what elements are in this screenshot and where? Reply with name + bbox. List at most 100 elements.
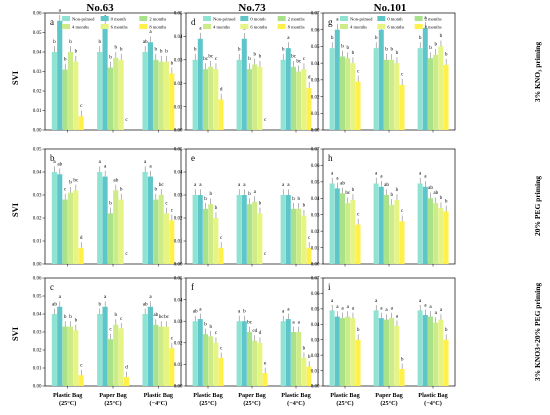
bar-4-months [67,326,73,386]
category-label: Paper Bag [375,392,403,399]
bar-6-months [350,63,356,131]
legend-swatch [62,24,70,29]
significance-letter: a [424,174,427,180]
significance-letter: a [287,35,290,41]
y-tick-label: 0.04 [33,171,42,176]
significance-letter: b [204,196,207,202]
bar-non-primed [51,172,57,264]
bar-non-primed [192,59,198,130]
significance-letter: b [215,205,218,211]
significance-letter: b [64,314,67,320]
bar-non-primed [192,321,198,386]
significance-letter: a [282,182,285,188]
significance-letter: a [149,29,152,35]
y-tick-label: 0.06 [311,164,320,169]
significance-letter: a [424,302,427,308]
bar-6-months [438,208,444,264]
significance-letter: c [215,56,218,62]
bar-0-month [197,319,203,386]
legend-entry: 6 months [387,24,404,29]
y-tick-label: 0.05 [33,31,42,36]
bar-6-months [438,46,444,130]
legend-entry: Non-primed [72,16,95,21]
bar-non-primed [329,48,335,130]
panel-letter: c [50,282,54,292]
significance-letter: c [171,336,174,342]
category-label: (−4°C) [424,400,442,407]
significance-letter: c [80,363,83,369]
panel-letter: b [50,153,55,163]
bar-2-months [290,66,296,130]
y-tick-label: 0.04 [311,62,320,67]
significance-letter: a [336,304,339,310]
significance-letter: bc [159,314,165,320]
significance-letter: a [429,304,432,310]
y-tick-label: 0.02 [33,349,42,354]
significance-letter: b [120,187,123,193]
significance-letter: a [199,26,202,32]
significance-letter: b [390,192,393,198]
bar-6-months [73,190,79,264]
significance-letter: c [357,212,360,218]
bar-6-months [73,330,79,386]
bar-2-months [339,193,345,264]
significance-letter: a [59,294,62,300]
bar-non-primed [373,183,379,264]
bar-8-months [169,220,175,264]
significance-letter: c [109,327,112,333]
panel-letter: e [191,153,195,163]
y-axis-label-row-1: SVI [10,70,20,85]
significance-letter: ab [57,161,62,167]
significance-letter: a [380,174,383,180]
bar-4-months [208,336,214,386]
significance-letter: bc [291,54,297,60]
bar-0-month [102,26,108,130]
bar-8-months [218,99,224,130]
significance-letter: b [99,39,102,45]
y-tick-label: 0.00 [33,129,42,134]
y-tick-label: 0.04 [174,35,183,40]
y-tick-label: 0.05 [174,148,183,153]
significance-letter: b [352,187,355,193]
legend-entry: 4 months [350,24,367,29]
bar-2-months [339,56,345,131]
significance-letter: a [59,8,62,14]
y-tick-label: 0.06 [311,28,320,33]
bar-4-months [433,322,439,386]
bar-2-months [153,59,159,130]
bar-8-months [399,221,405,264]
significance-letter: a [375,170,378,176]
significance-letter: a [424,15,427,21]
significance-letter: b [297,196,300,202]
y-tick-label: 0.03 [33,331,42,336]
y-tick-label: 0.01 [174,240,183,245]
significance-letter: b [429,45,432,51]
bar-6-months [118,199,124,264]
y-tick-label: 0.02 [311,95,320,100]
bar-non-primed [192,195,198,264]
significance-letter: b [396,187,399,193]
bar-8-months [306,366,312,386]
significance-letter: a [396,313,399,319]
significance-letter: d [259,330,262,336]
bar-non-primed [236,195,242,264]
significance-letter: a [419,170,422,176]
legend-swatch [414,16,423,21]
significance-letter: c [64,187,67,193]
y-tick-label: 0.05 [174,277,183,282]
bar-8-months [443,211,449,264]
legend-entry: 0 month [111,16,127,21]
bar-4-months [296,71,302,130]
significance-letter: b [357,327,360,333]
bar-2-months [383,195,389,264]
bar-0-month [197,38,203,130]
bar-6-months [394,199,400,264]
bar-0-month [378,186,384,264]
bar-6-months [257,213,263,264]
bar-4-months [389,59,395,130]
bar-8-months [78,247,84,264]
bar-non-primed [142,52,148,130]
bar-non-primed [97,314,103,386]
bar-0-month [285,195,291,264]
